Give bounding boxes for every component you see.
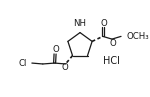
Text: OCH₃: OCH₃ bbox=[126, 32, 149, 41]
Text: Cl: Cl bbox=[19, 59, 27, 68]
Text: O: O bbox=[62, 63, 68, 72]
Text: NH: NH bbox=[74, 19, 87, 28]
Text: O: O bbox=[109, 39, 116, 48]
Text: HCl: HCl bbox=[102, 56, 119, 66]
Text: O: O bbox=[101, 19, 108, 28]
Text: O: O bbox=[53, 45, 59, 54]
